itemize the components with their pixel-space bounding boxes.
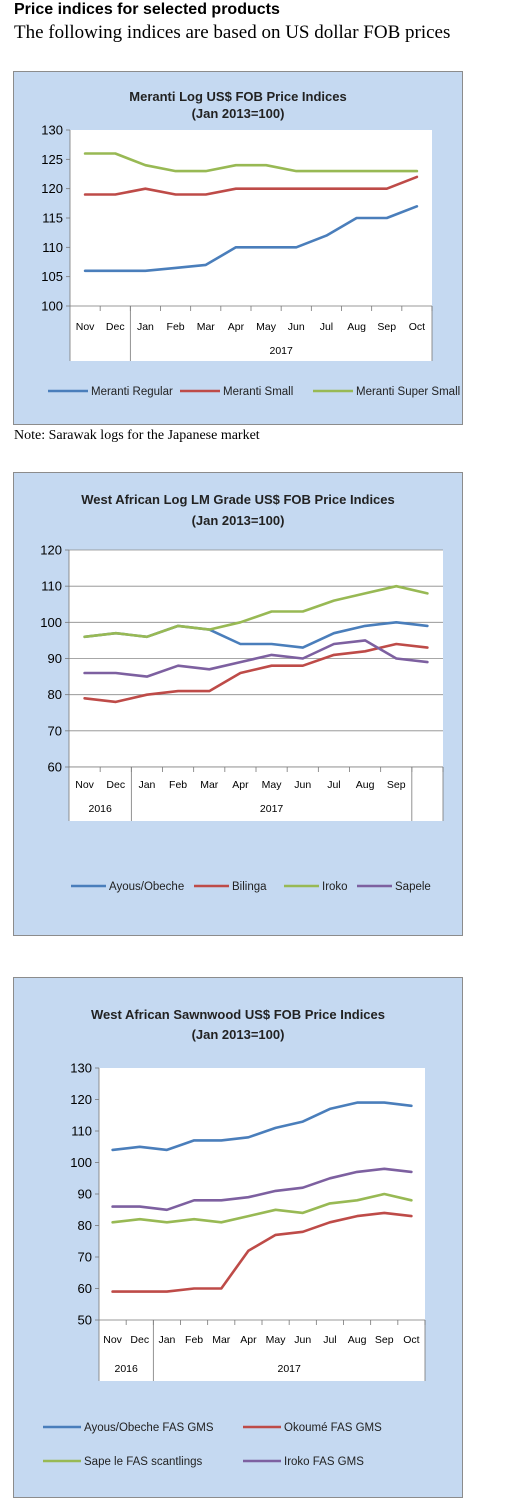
x-tick-label: Jul <box>327 779 340 791</box>
legend-label: Iroko <box>322 881 348 893</box>
x-tick-label: Aug <box>347 321 366 333</box>
x-tick-label: Jun <box>288 321 305 333</box>
y-tick-label: 130 <box>41 123 63 138</box>
y-tick-label: 70 <box>78 1250 92 1265</box>
series-line <box>83 642 429 704</box>
y-tick-label: 80 <box>78 1218 92 1233</box>
y-tick-label: 60 <box>78 1281 92 1296</box>
y-tick-label: 130 <box>70 1061 92 1076</box>
legend-label: Bilinga <box>232 881 267 893</box>
x-group-label: 2017 <box>269 345 293 357</box>
x-tick-label: Feb <box>169 779 187 791</box>
x-tick-label: Aug <box>348 1334 367 1346</box>
x-tick-label: Apr <box>228 321 245 333</box>
x-tick-label: Mar <box>212 1334 231 1346</box>
legend-label: Meranti Regular <box>91 386 173 398</box>
legend-label: Meranti Super Small <box>356 386 460 398</box>
x-tick-label: Jan <box>137 321 154 333</box>
west-african-log-chart: West African Log LM Grade US$ FOB Price … <box>13 472 463 936</box>
legend-label: Ayous/Obeche <box>109 881 184 893</box>
chart-subtitle: (Jan 2013=100) <box>192 513 285 528</box>
x-tick-label: Feb <box>185 1334 203 1346</box>
chart-title: West African Log LM Grade US$ FOB Price … <box>81 492 395 507</box>
x-tick-label: Nov <box>103 1334 122 1346</box>
chart-title: West African Sawnwood US$ FOB Price Indi… <box>91 1007 385 1022</box>
category-band <box>99 1320 425 1381</box>
x-tick-label: Nov <box>75 779 94 791</box>
chart-subtitle: (Jan 2013=100) <box>192 1027 285 1042</box>
x-tick-label: Apr <box>232 779 249 791</box>
series-line <box>83 205 419 273</box>
y-tick-label: 100 <box>40 615 62 630</box>
x-tick-label: Oct <box>403 1334 419 1346</box>
x-tick-label: Dec <box>106 321 125 333</box>
x-tick-label: Oct <box>409 321 425 333</box>
chart-title: Meranti Log US$ FOB Price Indices <box>129 89 346 104</box>
x-tick-label: Jan <box>138 779 155 791</box>
x-group-label: 2016 <box>114 1363 138 1375</box>
y-tick-label: 100 <box>41 299 63 314</box>
series-line <box>83 175 419 196</box>
x-group-label: 2017 <box>260 803 284 815</box>
y-tick-label: 120 <box>70 1092 92 1107</box>
x-tick-label: Dec <box>130 1334 149 1346</box>
chart-note: Note: Sarawak logs for the Japanese mark… <box>14 428 260 443</box>
y-tick-label: 50 <box>78 1313 92 1328</box>
y-tick-label: 90 <box>48 651 62 666</box>
legend-label: Sape le FAS scantlings <box>84 1456 203 1468</box>
x-tick-label: May <box>256 321 277 333</box>
series-line <box>83 584 429 639</box>
series-line <box>111 1167 413 1212</box>
series-line <box>111 1211 413 1293</box>
x-tick-label: Sep <box>377 321 396 333</box>
x-tick-label: May <box>266 1334 287 1346</box>
y-tick-label: 115 <box>42 211 63 226</box>
y-tick-label: 100 <box>70 1155 92 1170</box>
page-heading: Price indices for selected products <box>14 1 280 18</box>
y-tick-label: 60 <box>48 760 62 775</box>
legend-label: Iroko FAS GMS <box>284 1456 364 1468</box>
category-band <box>69 767 443 821</box>
series-line <box>83 639 429 678</box>
y-tick-label: 120 <box>41 181 63 196</box>
x-tick-label: Apr <box>240 1334 257 1346</box>
x-group-label: 2016 <box>88 803 112 815</box>
x-tick-label: Sep <box>375 1334 394 1346</box>
legend-label: Meranti Small <box>223 386 293 398</box>
x-tick-label: Jul <box>323 1334 336 1346</box>
y-tick-label: 80 <box>48 687 62 702</box>
x-tick-label: Mar <box>197 321 216 333</box>
x-tick-label: Jun <box>294 1334 311 1346</box>
y-tick-label: 70 <box>48 723 62 738</box>
x-tick-label: Dec <box>106 779 125 791</box>
x-tick-label: Feb <box>167 321 185 333</box>
x-tick-label: Jul <box>320 321 333 333</box>
x-group-label: 2017 <box>277 1363 301 1375</box>
series-line <box>83 152 419 173</box>
category-band <box>70 306 432 361</box>
y-tick-label: 110 <box>42 240 63 255</box>
west-african-sawnwood-chart: West African Sawnwood US$ FOB Price Indi… <box>13 977 463 1498</box>
x-tick-label: Jan <box>158 1334 175 1346</box>
legend-label: Okoumé FAS GMS <box>284 1422 382 1434</box>
x-tick-label: Nov <box>76 321 95 333</box>
legend-label: Ayous/Obeche FAS GMS <box>84 1422 214 1434</box>
x-tick-label: Sep <box>387 779 406 791</box>
y-tick-label: 120 <box>40 543 62 558</box>
x-tick-label: Mar <box>200 779 219 791</box>
y-tick-label: 90 <box>78 1187 92 1202</box>
x-tick-label: Jun <box>294 779 311 791</box>
y-tick-label: 110 <box>41 579 62 594</box>
x-tick-label: Aug <box>356 779 375 791</box>
y-tick-label: 110 <box>71 1124 92 1139</box>
x-tick-label: May <box>262 779 283 791</box>
series-line <box>111 1192 413 1224</box>
meranti-chart: Meranti Log US$ FOB Price Indices (Jan 20… <box>13 71 463 425</box>
y-tick-label: 105 <box>41 269 63 284</box>
page-subheading: The following indices are based on US do… <box>14 22 451 43</box>
chart-subtitle: (Jan 2013=100) <box>192 106 285 121</box>
legend-label: Sapele <box>395 881 431 893</box>
y-tick-label: 125 <box>41 152 63 167</box>
series-line <box>111 1101 413 1152</box>
